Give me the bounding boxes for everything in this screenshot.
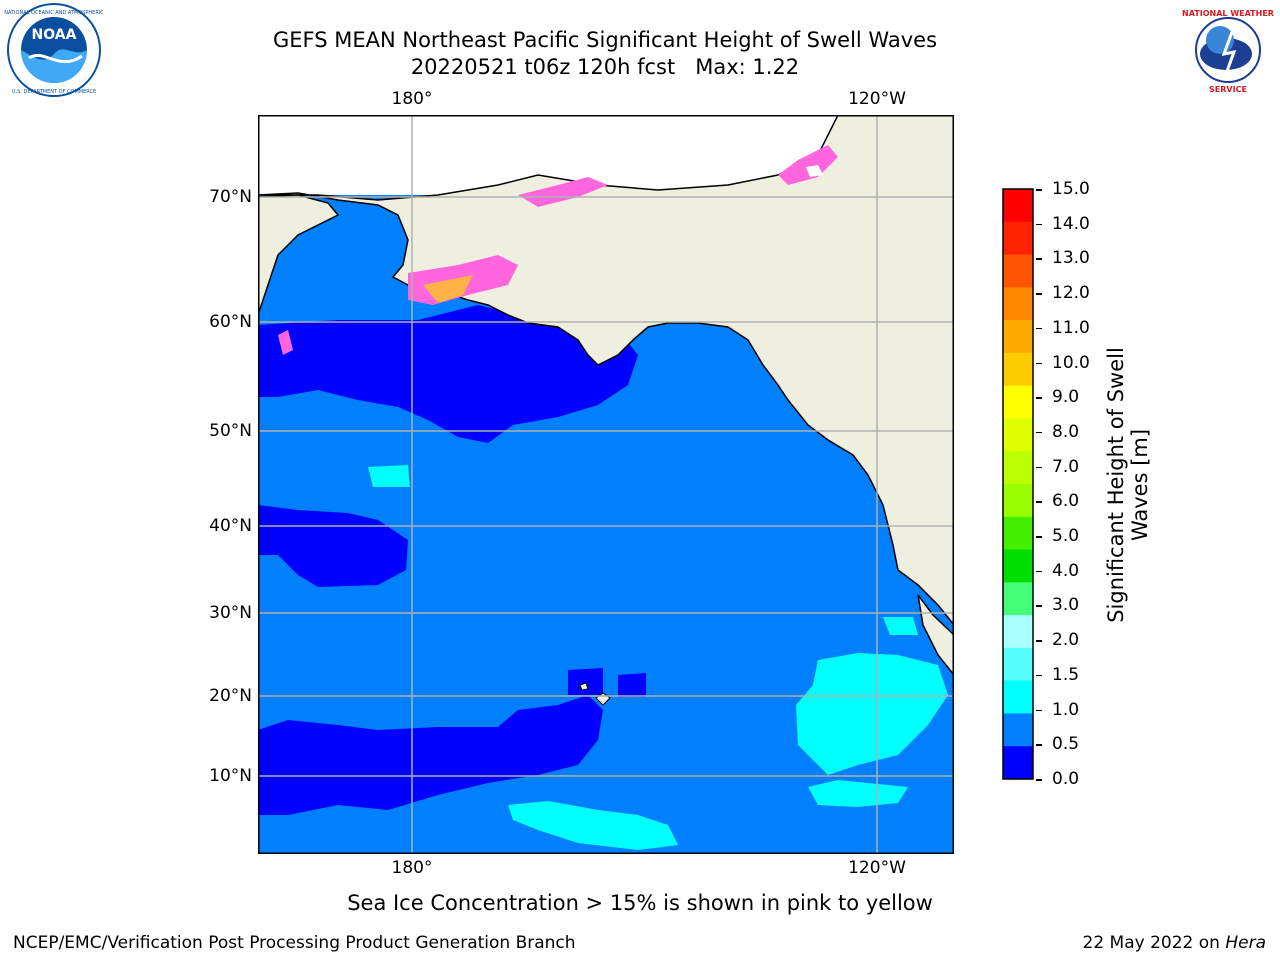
lat-label-70n: 70°N — [209, 187, 252, 207]
lon-label-bottom-120w: 120°W — [848, 858, 906, 878]
colorbar-tick-label: 11.0 — [1052, 317, 1090, 338]
colorbar-tick-mark — [1036, 466, 1042, 469]
colorbar-tick-label: 0.0 — [1052, 769, 1080, 789]
colorbar-label-line2: Waves [m] — [1128, 428, 1152, 542]
footer-date: 22 May 2022 on Hera — [1083, 933, 1267, 953]
colorbar-tick-label: 0.5 — [1052, 734, 1080, 755]
colorbar-tick-label: 3.0 — [1052, 595, 1080, 616]
colorbar-tick-label: 10.0 — [1052, 352, 1090, 373]
colorbar-tick-label: 6.0 — [1052, 491, 1080, 512]
swell-region-low-north — [258, 305, 638, 443]
colorbar-tick-mark — [1036, 536, 1042, 538]
swell-region-mid-south — [508, 801, 678, 850]
colorbar-tick-label: 9.0 — [1052, 387, 1080, 408]
colorbar-band — [1003, 320, 1033, 354]
colorbar-tick-mark — [1036, 397, 1042, 399]
colorbar-band — [1003, 287, 1033, 321]
colorbar-tick-label: 12.0 — [1052, 283, 1090, 304]
colorbar-tick-label: 4.0 — [1052, 560, 1080, 581]
lon-label-top-120w: 120°W — [848, 89, 906, 109]
colorbar-band — [1003, 516, 1033, 551]
swell-region-mid-east — [796, 653, 948, 775]
colorbar-tick-label: 7.0 — [1052, 456, 1080, 477]
colorbar-tick-mark — [1036, 674, 1042, 677]
sea-ice-chukchi — [518, 177, 608, 207]
sea-ice-note-text: Sea Ice Concentration > 15% is shown in … — [347, 891, 933, 915]
noaa-logo: NOAA NATIONAL OCEANIC AND ATMOSPHERIC U.… — [4, 3, 104, 97]
colorbar-tick-mark — [1036, 779, 1042, 781]
colorbar-band — [1003, 713, 1033, 747]
colorbar-band — [1003, 418, 1033, 452]
colorbar-band — [1003, 451, 1033, 485]
chart-title: GEFS MEAN Northeast Pacific Significant … — [272, 28, 938, 52]
colorbar-tick-mark — [1036, 570, 1042, 573]
lat-label-50n: 50°N — [209, 421, 252, 441]
lat-label-40n: 40°N — [209, 516, 252, 536]
colorbar-tick-label: 8.0 — [1052, 421, 1080, 442]
colorbar-band — [1003, 352, 1033, 387]
colorbar-tick-mark — [1036, 189, 1042, 191]
lon-label-bottom-180: 180° — [391, 858, 433, 878]
colorbar — [1002, 188, 1034, 780]
colorbar-tick-mark — [1036, 327, 1042, 330]
colorbar-tick-mark — [1036, 293, 1042, 295]
footer-credit: NCEP/EMC/Verification Post Processing Pr… — [13, 933, 576, 953]
colorbar-band — [1003, 549, 1033, 583]
colorbar-tick-mark — [1036, 431, 1042, 434]
colorbar-tick-mark — [1036, 605, 1042, 607]
lon-label-top-180: 180° — [391, 89, 433, 109]
colorbar-tick-mark — [1036, 223, 1042, 226]
colorbar-label-line1: Significant Height of Swell — [1104, 347, 1128, 623]
colorbar-tick-label: 1.5 — [1052, 664, 1080, 685]
colorbar-tick-mark — [1036, 362, 1042, 365]
chart-subtitle: 20220521 t06z 120h fcst Max: 1.22 — [410, 55, 800, 79]
colorbar-tick-label: 15.0 — [1052, 179, 1090, 199]
sea-ice-beaufort — [778, 145, 838, 185]
colorbar-tick-label: 2.0 — [1052, 630, 1080, 651]
colorbar-tick-mark — [1036, 709, 1042, 712]
colorbar-tick-label: 14.0 — [1052, 213, 1090, 234]
colorbar-tick-mark — [1036, 640, 1042, 642]
lat-label-10n: 10°N — [209, 766, 252, 786]
colorbar-tick-mark — [1036, 744, 1042, 746]
lat-label-30n: 30°N — [209, 603, 252, 623]
colorbar-band — [1003, 189, 1033, 223]
colorbar-band — [1003, 647, 1033, 682]
colorbar-tick-mark — [1036, 258, 1042, 260]
colorbar-band — [1003, 615, 1033, 649]
map-gridlines — [258, 115, 954, 854]
sea-ice-note: Sea Ice Concentration > 15% is shown in … — [0, 891, 1280, 915]
map-panel — [258, 115, 954, 854]
land-siberia — [258, 194, 340, 316]
footer-date-text: 22 May 2022 on — [1082, 933, 1226, 953]
colorbar-band — [1003, 254, 1033, 288]
colorbar-tick-mark — [1036, 501, 1042, 503]
lat-label-60n: 60°N — [209, 312, 252, 332]
colorbar-band — [1003, 680, 1033, 714]
colorbar-band — [1003, 221, 1033, 256]
colorbar-tick-label: 1.0 — [1052, 699, 1080, 720]
svg-text:NATIONAL WEATHER: NATIONAL WEATHER — [1182, 9, 1274, 18]
colorbar-tick-label: 5.0 — [1052, 526, 1080, 547]
colorbar-tick-label: 13.0 — [1052, 248, 1090, 269]
map-frame — [258, 115, 954, 854]
swell-region-low-south — [258, 695, 603, 815]
svg-text:U.S. DEPARTMENT OF COMMERCE: U.S. DEPARTMENT OF COMMERCE — [12, 89, 96, 95]
lat-label-20n: 20°N — [209, 686, 252, 706]
colorbar-band — [1003, 484, 1033, 518]
svg-text:NATIONAL OCEANIC AND ATMOSPHER: NATIONAL OCEANIC AND ATMOSPHERIC — [4, 10, 104, 16]
svg-text:SERVICE: SERVICE — [1209, 85, 1247, 94]
footer-host: Hera — [1225, 933, 1266, 953]
colorbar-label: Significant Height of Swell Waves [m] — [1104, 347, 1152, 623]
colorbar-band — [1003, 746, 1033, 780]
colorbar-band — [1003, 582, 1033, 616]
nws-logo: NATIONAL WEATHER SERVICE — [1182, 4, 1274, 96]
colorbar-band — [1003, 385, 1033, 419]
noaa-logo-text: NOAA — [32, 27, 77, 43]
